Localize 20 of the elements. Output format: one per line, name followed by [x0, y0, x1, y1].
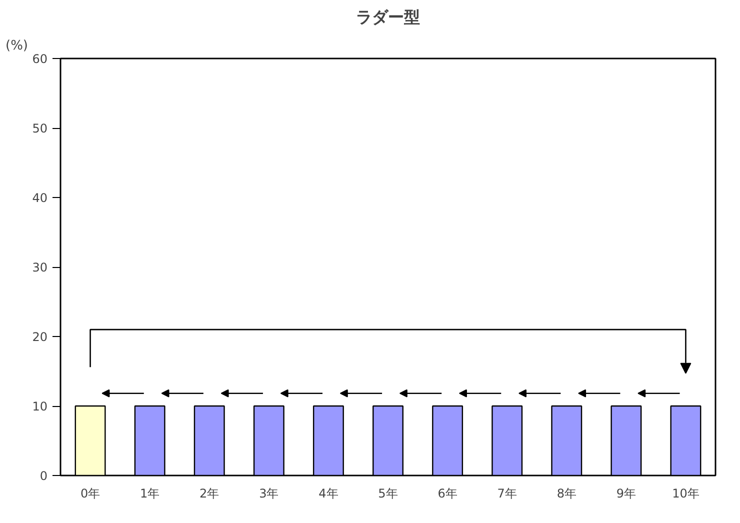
- y-tick-label: 0: [40, 469, 48, 483]
- y-tick-label: 50: [32, 122, 48, 136]
- x-tick-label: 6年: [438, 486, 458, 500]
- x-tick-label: 3年: [259, 486, 279, 500]
- x-tick-label: 9年: [616, 486, 636, 500]
- x-tick-label: 10年: [672, 486, 700, 500]
- y-tick-label: 30: [32, 260, 48, 274]
- chart-title: ラダー型: [356, 8, 420, 26]
- y-tick-label: 20: [32, 330, 48, 344]
- x-tick-label: 7年: [497, 486, 517, 500]
- x-tick-label: 5年: [378, 486, 398, 500]
- y-axis-title: (%): [6, 38, 28, 54]
- x-tick-label: 8年: [556, 486, 576, 500]
- x-tick-label: 0年: [80, 486, 100, 500]
- y-tick-label: 60: [32, 52, 48, 66]
- y-tick-label: 10: [32, 400, 48, 414]
- x-tick-label: 1年: [140, 486, 160, 500]
- x-tick-label: 4年: [318, 486, 338, 500]
- x-tick-label: 2年: [200, 486, 220, 500]
- y-tick-label: 40: [32, 191, 48, 205]
